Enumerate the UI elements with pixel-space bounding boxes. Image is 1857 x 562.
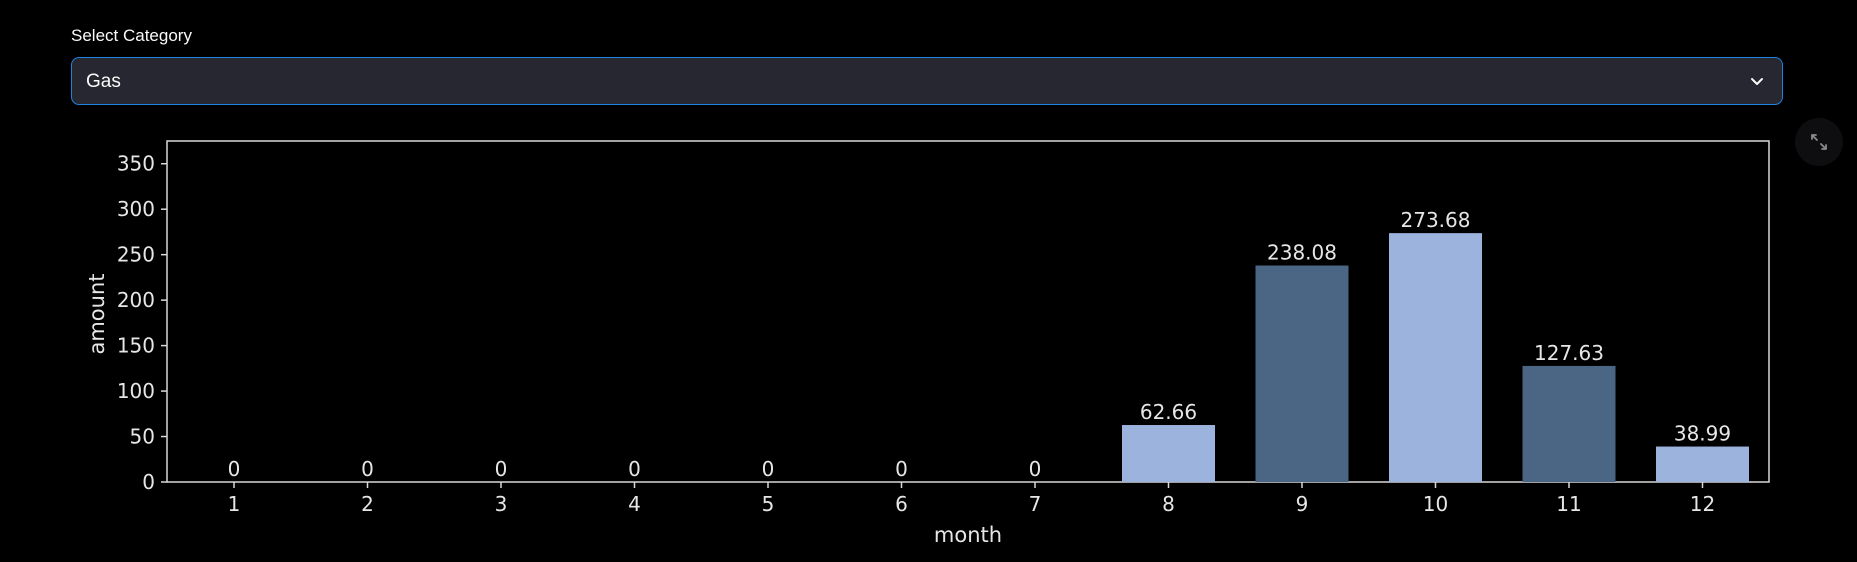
x-tick-label: 11 [1556, 492, 1581, 516]
bar-value-label: 238.08 [1267, 241, 1337, 265]
y-tick-label: 350 [117, 152, 155, 176]
y-tick-label: 300 [117, 197, 155, 221]
bar-value-label: 273.68 [1401, 208, 1471, 232]
y-tick-label: 0 [142, 470, 155, 494]
x-tick-label: 6 [895, 492, 908, 516]
bar-value-label: 0 [895, 457, 908, 481]
bar-value-label: 0 [228, 457, 241, 481]
x-tick-label: 9 [1296, 492, 1309, 516]
plot-frame [166, 140, 1770, 483]
bar-month-11 [1522, 365, 1616, 482]
y-tick-label: 50 [130, 425, 155, 449]
bar-month-8 [1122, 425, 1215, 482]
fullscreen-button[interactable] [1795, 118, 1843, 166]
x-tick-label: 10 [1423, 492, 1448, 516]
x-tick-label: 4 [628, 492, 641, 516]
bar-value-label: 0 [361, 457, 374, 481]
y-tick-label: 100 [117, 379, 155, 403]
y-axis-label: amount [85, 273, 109, 354]
fullscreen-icon [1811, 134, 1827, 150]
bar-month-12 [1656, 446, 1749, 482]
category-select-value: Gas [86, 71, 121, 92]
select-category-label: Select Category [71, 26, 192, 45]
x-tick-label: 1 [228, 492, 241, 516]
bar-value-label: 0 [762, 457, 775, 481]
bar-month-10 [1389, 233, 1482, 482]
x-tick-label: 5 [762, 492, 775, 516]
y-tick-label: 200 [117, 288, 155, 312]
x-tick-label: 8 [1162, 492, 1175, 516]
x-tick-label: 7 [1029, 492, 1042, 516]
bar-value-label: 0 [495, 457, 508, 481]
bar-value-label: 127.63 [1534, 341, 1604, 365]
chevron-down-icon[interactable] [1748, 72, 1766, 90]
bar-value-label: 62.66 [1140, 400, 1197, 424]
y-tick-label: 250 [117, 243, 155, 267]
bar-value-label: 38.99 [1674, 422, 1731, 446]
x-tick-label: 2 [361, 492, 374, 516]
bar-month-9 [1255, 265, 1349, 482]
y-tick-label: 150 [117, 334, 155, 358]
x-axis-label: month [934, 523, 1002, 547]
category-select[interactable]: Gas [71, 57, 1783, 105]
bar-value-label: 0 [628, 457, 641, 481]
x-tick-label: 3 [495, 492, 508, 516]
bar-value-label: 0 [1029, 457, 1042, 481]
x-tick-label: 12 [1690, 492, 1715, 516]
